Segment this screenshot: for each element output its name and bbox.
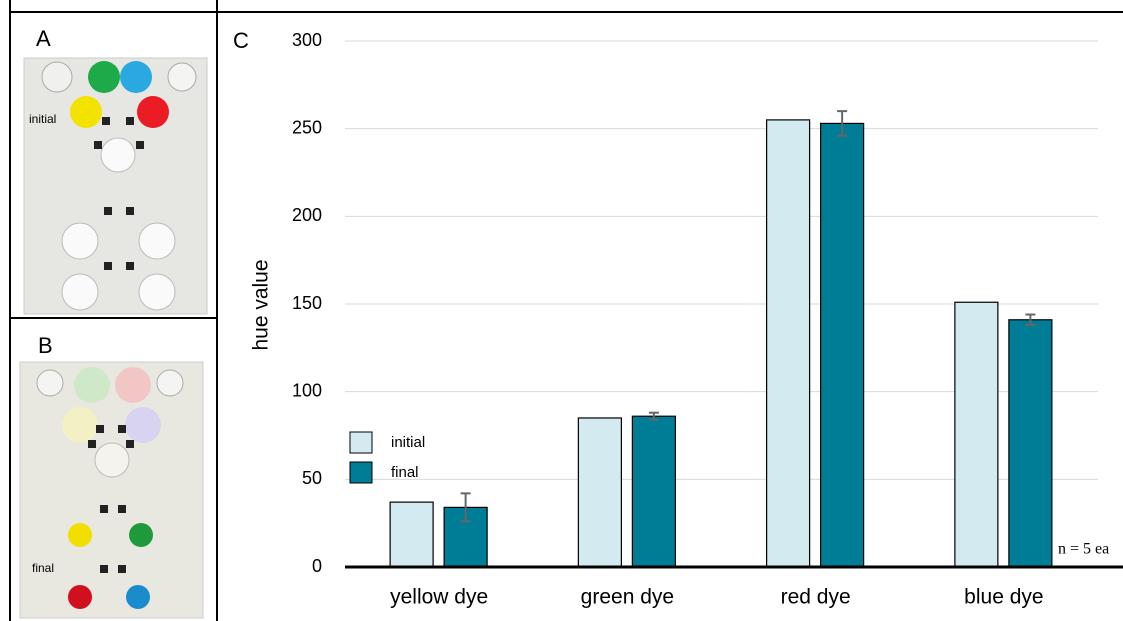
figure: A initial B final C hue value n = 5 ea 0… (0, 0, 1123, 621)
y-tick-label: 0 (312, 556, 322, 576)
bar (767, 120, 810, 567)
bar (390, 502, 433, 567)
panel-label: B (38, 333, 53, 358)
bar (578, 418, 621, 567)
page: {"panels": {"a": {"label": "A", "photo_l… (0, 0, 1123, 621)
y-tick-label: 200 (292, 205, 322, 225)
y-tick-label: 250 (292, 117, 322, 137)
bar (955, 302, 998, 567)
x-tick-label: yellow dye (390, 586, 488, 609)
photo-a (24, 58, 207, 314)
y-axis-label: hue value (250, 259, 273, 350)
panel-label: C (233, 28, 249, 53)
photo-b (20, 362, 203, 618)
x-tick-label: blue dye (964, 586, 1043, 609)
legend-swatch (350, 432, 372, 453)
y-tick-label: 300 (292, 30, 322, 50)
panel-label: A (36, 26, 51, 51)
photo-label: initial (29, 112, 56, 126)
y-tick-label: 100 (292, 380, 322, 400)
bar (821, 123, 864, 567)
y-tick-label: 50 (302, 468, 322, 488)
bar (1009, 320, 1052, 567)
legend-swatch (350, 462, 372, 483)
x-tick-label: green dye (581, 586, 674, 609)
y-tick-label: 150 (292, 293, 322, 313)
x-tick-label: red dye (781, 586, 851, 609)
photo-label: final (32, 561, 54, 575)
bar (632, 416, 675, 567)
legend-label: initial (391, 434, 425, 451)
legend-label: final (391, 464, 419, 481)
annotation: n = 5 ea (1058, 541, 1109, 558)
